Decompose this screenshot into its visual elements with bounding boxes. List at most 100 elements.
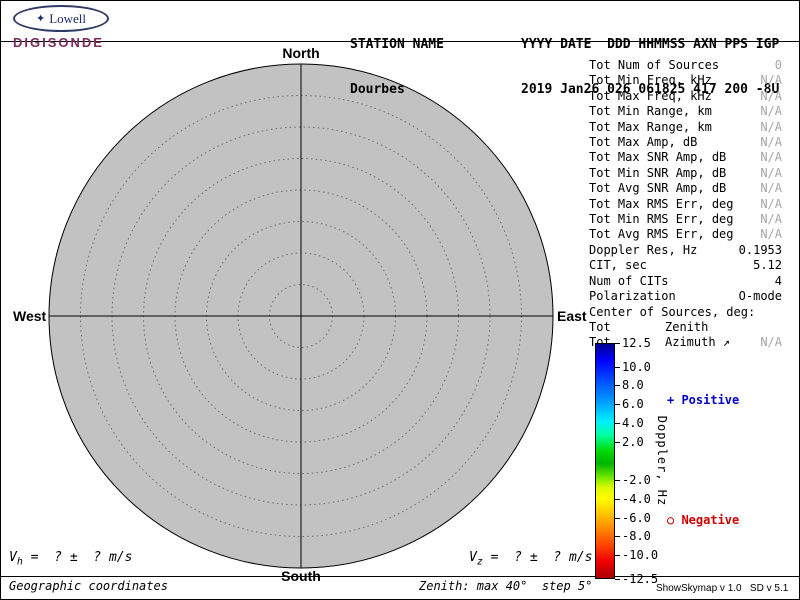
stat-value: N/A	[760, 150, 782, 165]
colorbar-tick: 4.0	[615, 416, 644, 430]
stat-value: 5.12	[753, 258, 782, 273]
vz-subscript: z	[476, 556, 483, 568]
timestamp-fields-label: YYYY DATE DDD HHMMSS AXN PPS IGP	[521, 37, 780, 52]
vz-value: = ? ± ? m/s	[482, 550, 593, 565]
stats-row: Polarization O-mode	[589, 289, 782, 304]
stats-row: Tot Max RMS Err, deg N/A	[589, 197, 782, 212]
positive-doppler-legend: + Positive	[667, 393, 740, 407]
stat-value: N/A	[760, 181, 782, 196]
stat-mid-label: Zenith	[665, 319, 709, 334]
stat-value: N/A	[760, 165, 782, 180]
stat-value: 4	[774, 273, 782, 288]
colorbar-tick: -4.0	[615, 492, 651, 506]
colorbar-tick: 2.0	[615, 435, 644, 449]
colorbar-tick: 6.0	[615, 397, 644, 411]
colorbar-tick: 10.0	[615, 360, 651, 374]
stat-label: CIT, sec	[589, 258, 647, 273]
stat-label: Tot Max Freq, kHz	[589, 88, 712, 103]
stats-row: Tot Max SNR Amp, dB N/A	[589, 150, 782, 165]
stat-value: N/A	[760, 119, 782, 134]
version-label: ShowSkymap v 1.0 SD v 5.1	[656, 583, 789, 594]
doppler-colorbar-gradient	[595, 343, 615, 579]
stat-label: Tot Num of Sources	[589, 58, 720, 72]
direction-south: South	[281, 568, 321, 584]
footer-divider	[1, 576, 799, 577]
lowell-logo-mark-icon: ✦	[35, 13, 46, 25]
negative-doppler-legend: ○ Negative	[667, 513, 740, 527]
stats-row: Doppler Res, Hz 0.1953	[589, 243, 782, 258]
stats-row: Tot Avg SNR Amp, dB N/A	[589, 181, 782, 196]
vh-subscript: h	[16, 556, 23, 568]
station-header: STATION NAME Dourbes	[350, 7, 444, 127]
timestamp-header: YYYY DATE DDD HHMMSS AXN PPS IGP 2019 Ja…	[521, 7, 779, 127]
stat-label: Tot Avg RMS Err, deg	[589, 227, 734, 242]
stat-label: Polarization	[589, 289, 676, 304]
zenith-range-label: Zenith: max 40° step 5°	[419, 579, 593, 593]
stats-row: Tot Min SNR Amp, dB N/A	[589, 166, 782, 181]
station-label: STATION NAME	[350, 37, 444, 52]
colorbar-tick: -10.0	[614, 548, 659, 562]
colorbar-tick: 12.5	[615, 336, 651, 350]
direction-west: West	[13, 308, 47, 324]
stats-row: Num of CITs 4	[589, 274, 782, 289]
colorbar-tick: -12.5	[614, 572, 659, 586]
stat-label: Tot Min SNR Amp, dB	[589, 165, 727, 180]
stat-value: N/A	[760, 88, 782, 103]
stats-row: Tot Num of Sources 0	[589, 58, 782, 73]
lowell-logo: ✦ Lowell DIGISONDE	[13, 5, 109, 50]
stat-label: Tot Avg SNR Amp, dB	[589, 181, 727, 196]
stat-label: Doppler Res, Hz	[589, 242, 698, 257]
stats-row: Tot Max Freq, kHz N/A	[589, 89, 782, 104]
vz-symbol: V	[469, 550, 477, 565]
lowell-logo-oval: ✦ Lowell	[13, 5, 109, 32]
stat-label: Tot Max Range, km	[589, 119, 712, 134]
stats-row: Tot Min RMS Err, deg N/A	[589, 212, 782, 227]
stat-label: Num of CITs	[589, 273, 669, 288]
stat-value: N/A	[760, 196, 782, 211]
statistics-panel: Tot Num of Sources 0 Tot Min Freq, kHz N/A…	[589, 58, 782, 351]
stat-label: Tot Min Range, km	[589, 104, 712, 119]
colorbar-axis-label: Doppler, Hz	[655, 415, 669, 507]
colorbar-tick: -2.0	[615, 473, 651, 487]
vh-symbol: V	[9, 550, 17, 565]
timestamp-fields-value: 2019 Jan26 026 061825 417 200 -8U	[521, 82, 780, 97]
vh-value: = ? ± ? m/s	[22, 550, 133, 565]
direction-east: East	[557, 308, 587, 324]
stats-row: Tot Min Freq, kHz N/A	[589, 73, 782, 88]
colorbar-tick: -8.0	[615, 529, 651, 543]
stats-row: CIT, sec 5.12	[589, 258, 782, 273]
stats-row: Center of Sources, deg:	[589, 305, 782, 320]
lowell-brand-text: Lowell	[49, 10, 87, 26]
stats-row: Tot Max Amp, dB N/A	[589, 135, 782, 150]
stat-value: N/A	[760, 104, 782, 119]
stats-row: Tot Min Range, km N/A	[589, 104, 782, 119]
stats-row: Tot Zenith	[589, 320, 782, 335]
stat-value: N/A	[760, 135, 782, 150]
stat-value: 0	[774, 58, 782, 72]
stat-label: Tot Max Amp, dB	[589, 135, 698, 150]
stat-label: Tot Max SNR Amp, dB	[589, 150, 727, 165]
stat-value: N/A	[760, 73, 782, 88]
doppler-colorbar: 12.5 10.0 8.0 6.0 4.0 2.0 -2.0 -4.0 -6.0…	[595, 337, 799, 585]
stat-value: N/A	[760, 227, 782, 242]
colorbar-tick: 8.0	[615, 378, 644, 392]
digisonde-wordmark: DIGISONDE	[13, 35, 104, 50]
stats-row: Tot Max Range, km N/A	[589, 120, 782, 135]
vz-readout: Vz = ? ± ? m/s	[469, 550, 592, 568]
station-value: Dourbes	[350, 82, 405, 97]
stat-value: N/A	[760, 212, 782, 227]
stat-label: Center of Sources, deg:	[589, 304, 756, 319]
colorbar-tick: -6.0	[615, 511, 651, 525]
stat-label: Tot Max RMS Err, deg	[589, 196, 734, 211]
stat-label: Tot Min Freq, kHz	[589, 73, 712, 88]
stat-value: O-mode	[738, 289, 782, 304]
coordinates-label: Geographic coordinates	[9, 579, 168, 593]
stat-value: N/A	[760, 335, 782, 350]
stat-value: 0.1953	[738, 242, 782, 257]
header-divider	[1, 41, 799, 42]
vh-readout: Vh = ? ± ? m/s	[9, 550, 132, 568]
stat-label: Tot	[589, 319, 611, 334]
stat-label: Tot Min RMS Err, deg	[589, 212, 734, 227]
